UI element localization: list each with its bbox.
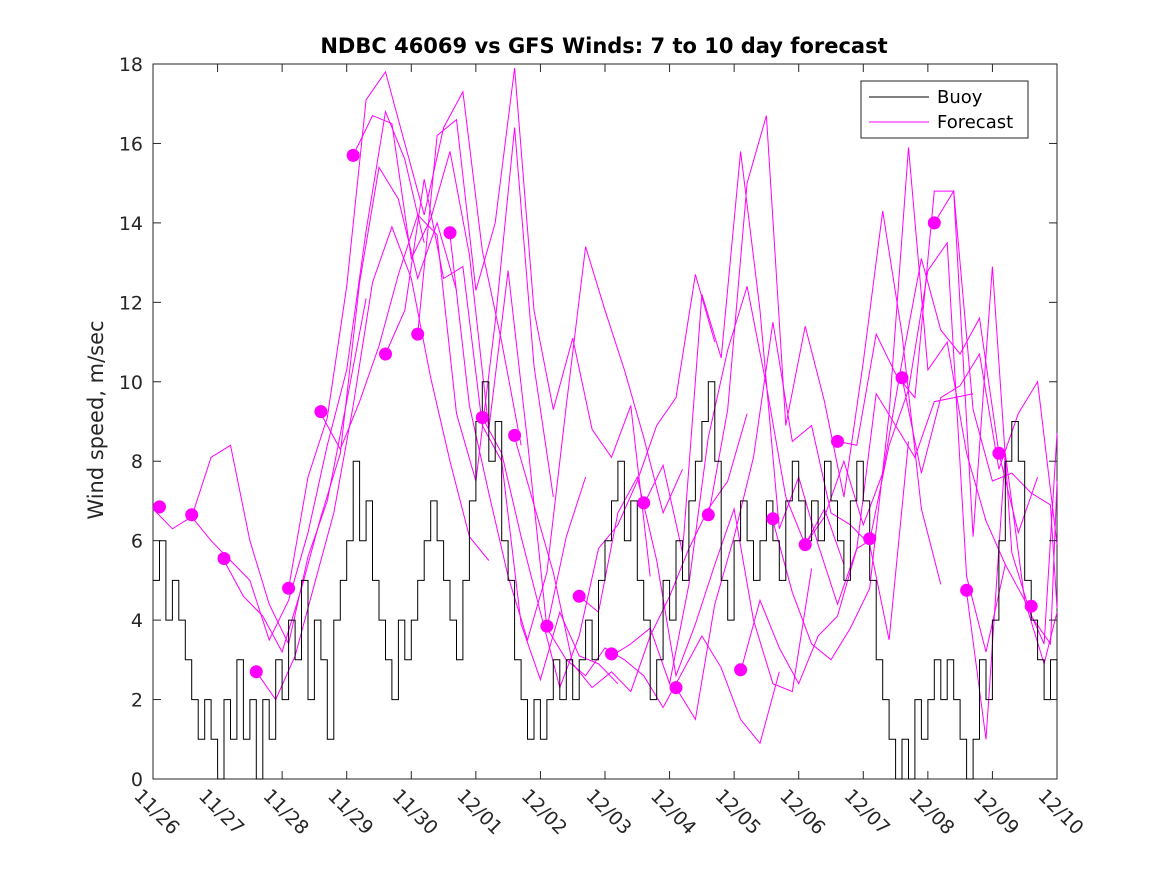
forecast-marker	[185, 508, 199, 522]
forecast-marker	[960, 583, 974, 597]
forecast-line-11	[481, 274, 716, 690]
y-tick-label: 12	[119, 292, 143, 314]
forecast-marker	[572, 589, 586, 603]
y-tick-label: 6	[131, 531, 143, 553]
forecast-marker	[411, 327, 425, 341]
forecast-marker	[895, 371, 909, 385]
y-tick-label: 8	[131, 451, 143, 473]
forecast-line-2	[191, 109, 425, 642]
forecast-marker	[863, 532, 877, 546]
forecast-marker	[217, 552, 231, 565]
y-tick-label: 16	[119, 133, 143, 155]
forecast-marker	[475, 411, 489, 424]
legend-box	[860, 80, 1029, 139]
y-axis-label: Wind speed, m/sec	[84, 320, 108, 519]
forecast-line-20	[772, 147, 1006, 661]
buoy-line	[153, 381, 1058, 780]
legend: Buoy Forecast	[860, 80, 1029, 139]
forecast-marker	[346, 148, 360, 162]
forecast-marker	[734, 663, 748, 677]
forecast-marker	[701, 508, 715, 522]
forecast-line-3	[223, 165, 457, 654]
forecast-line-13	[546, 627, 780, 745]
y-tick-label: 14	[119, 213, 143, 235]
legend-buoy-label: Buoy	[937, 87, 983, 108]
forecast-line-24	[901, 352, 1058, 545]
forecast-marker	[282, 581, 296, 595]
forecast-line-26	[966, 453, 1058, 740]
y-tick-label: 18	[119, 54, 143, 76]
forecast-line-10	[449, 234, 683, 642]
forecast-marker	[508, 428, 522, 442]
chart-title: NDBC 46069 vs GFS Winds: 7 to 10 day for…	[320, 34, 887, 58]
forecast-line-9	[417, 67, 651, 577]
forecast-marker	[992, 446, 1006, 460]
forecast-marker	[927, 216, 941, 230]
y-tick-label: 4	[131, 610, 143, 632]
forecast-line-25	[933, 189, 1058, 646]
forecast-marker	[540, 619, 554, 633]
forecast-marker	[153, 500, 166, 514]
forecast-marker	[831, 434, 844, 448]
forecast-marker	[605, 647, 618, 661]
forecast-line-6	[320, 127, 554, 498]
forecast-line-5	[288, 70, 522, 589]
forecast-marker	[637, 496, 651, 510]
forecast-line-14	[578, 475, 813, 693]
forecast-marker	[443, 226, 457, 240]
forecast-marker	[1024, 599, 1038, 613]
forecast-marker	[766, 512, 780, 526]
y-tick-label: 10	[119, 372, 143, 394]
forecast-line-18	[707, 115, 942, 585]
forecast-marker	[249, 665, 263, 679]
y-tick-label: 0	[131, 769, 143, 791]
forecast-marker	[379, 347, 392, 361]
y-tick-label: 2	[131, 690, 143, 712]
legend-forecast-label: Forecast	[937, 112, 1013, 133]
forecast-marker	[669, 681, 683, 695]
forecast-line-19	[740, 392, 974, 685]
forecast-marker	[798, 538, 812, 552]
forecast-marker	[314, 405, 328, 419]
